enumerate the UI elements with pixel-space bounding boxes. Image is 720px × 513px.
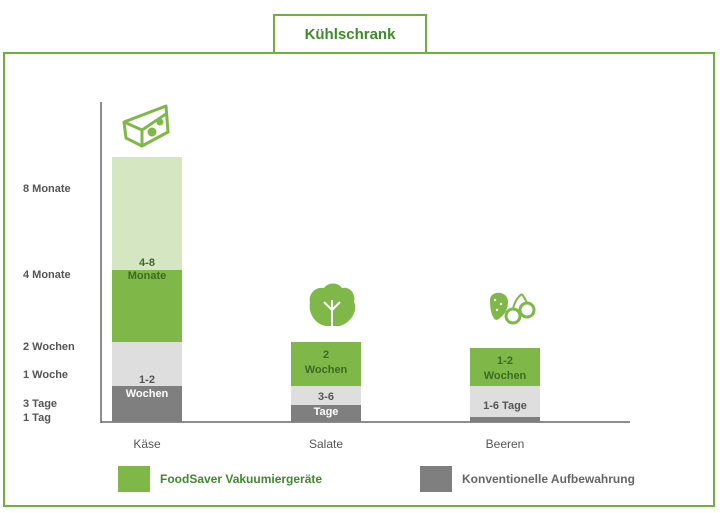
label-salate-foodsaver-top: 2 (323, 349, 329, 361)
bar-kaese-foodsaver-main (112, 270, 182, 342)
y-tick-3-tage: 3 Tage (23, 398, 57, 410)
label-kaese-foodsaver-top: 4-8 (139, 257, 155, 269)
bar-kaese-foodsaver-range (112, 157, 182, 270)
legend-swatch-conventional (420, 466, 452, 492)
bar-beeren-conventional-min (470, 417, 540, 422)
legend-label-foodsaver: FoodSaver Vakuumiergeräte (160, 472, 323, 486)
label-kaese-conventional-bottom: Wochen (126, 388, 169, 400)
label-kaese-conventional-top: 1-2 (139, 374, 155, 386)
label-salate-foodsaver-bottom: Wochen (305, 364, 348, 376)
legend-swatch-foodsaver (118, 466, 150, 492)
bar-kaese-conventional-range (112, 342, 182, 386)
label-salate-conventional-bottom: Tage (314, 406, 339, 418)
lettuce-icon (309, 283, 356, 326)
bar-salate-conventional-min (291, 405, 361, 422)
bar-salate-conventional-range (291, 386, 361, 405)
legend-foodsaver: FoodSaver Vakuumiergeräte (118, 466, 322, 492)
bar-beeren-foodsaver (470, 348, 540, 386)
x-tick-kaese: Käse (133, 437, 161, 451)
label-beeren-conventional: 1-6 Tage (483, 400, 527, 412)
y-tick-2-wochen: 2 Wochen (23, 341, 75, 353)
y-tick-8-monate: 8 Monate (23, 183, 71, 195)
bar-salate-foodsaver (291, 342, 361, 386)
label-beeren-foodsaver-bottom: Wochen (484, 370, 527, 382)
y-tick-1-tag: 1 Tag (23, 412, 51, 424)
y-tick-4-monate: 4 Monate (23, 269, 71, 281)
legend-conventional: Konventionelle Aufbewahrung (420, 466, 635, 492)
bar-beeren-conventional-range (470, 386, 540, 417)
berries-icon (490, 292, 536, 325)
legend-label-conventional: Konventionelle Aufbewahrung (462, 472, 635, 486)
chart-title: Kühlschrank (273, 14, 427, 52)
label-beeren-foodsaver-top: 1-2 (497, 355, 513, 367)
cheese-icon (122, 104, 170, 148)
chart-frame (3, 52, 715, 507)
label-kaese-foodsaver-bottom: Monate (128, 270, 167, 282)
y-tick-1-woche: 1 Woche (23, 369, 68, 381)
bar-kaese-conventional-min (112, 386, 182, 422)
label-salate-conventional-top: 3-6 (318, 391, 334, 403)
x-tick-beeren: Beeren (486, 437, 525, 451)
x-tick-salate: Salate (309, 437, 343, 451)
